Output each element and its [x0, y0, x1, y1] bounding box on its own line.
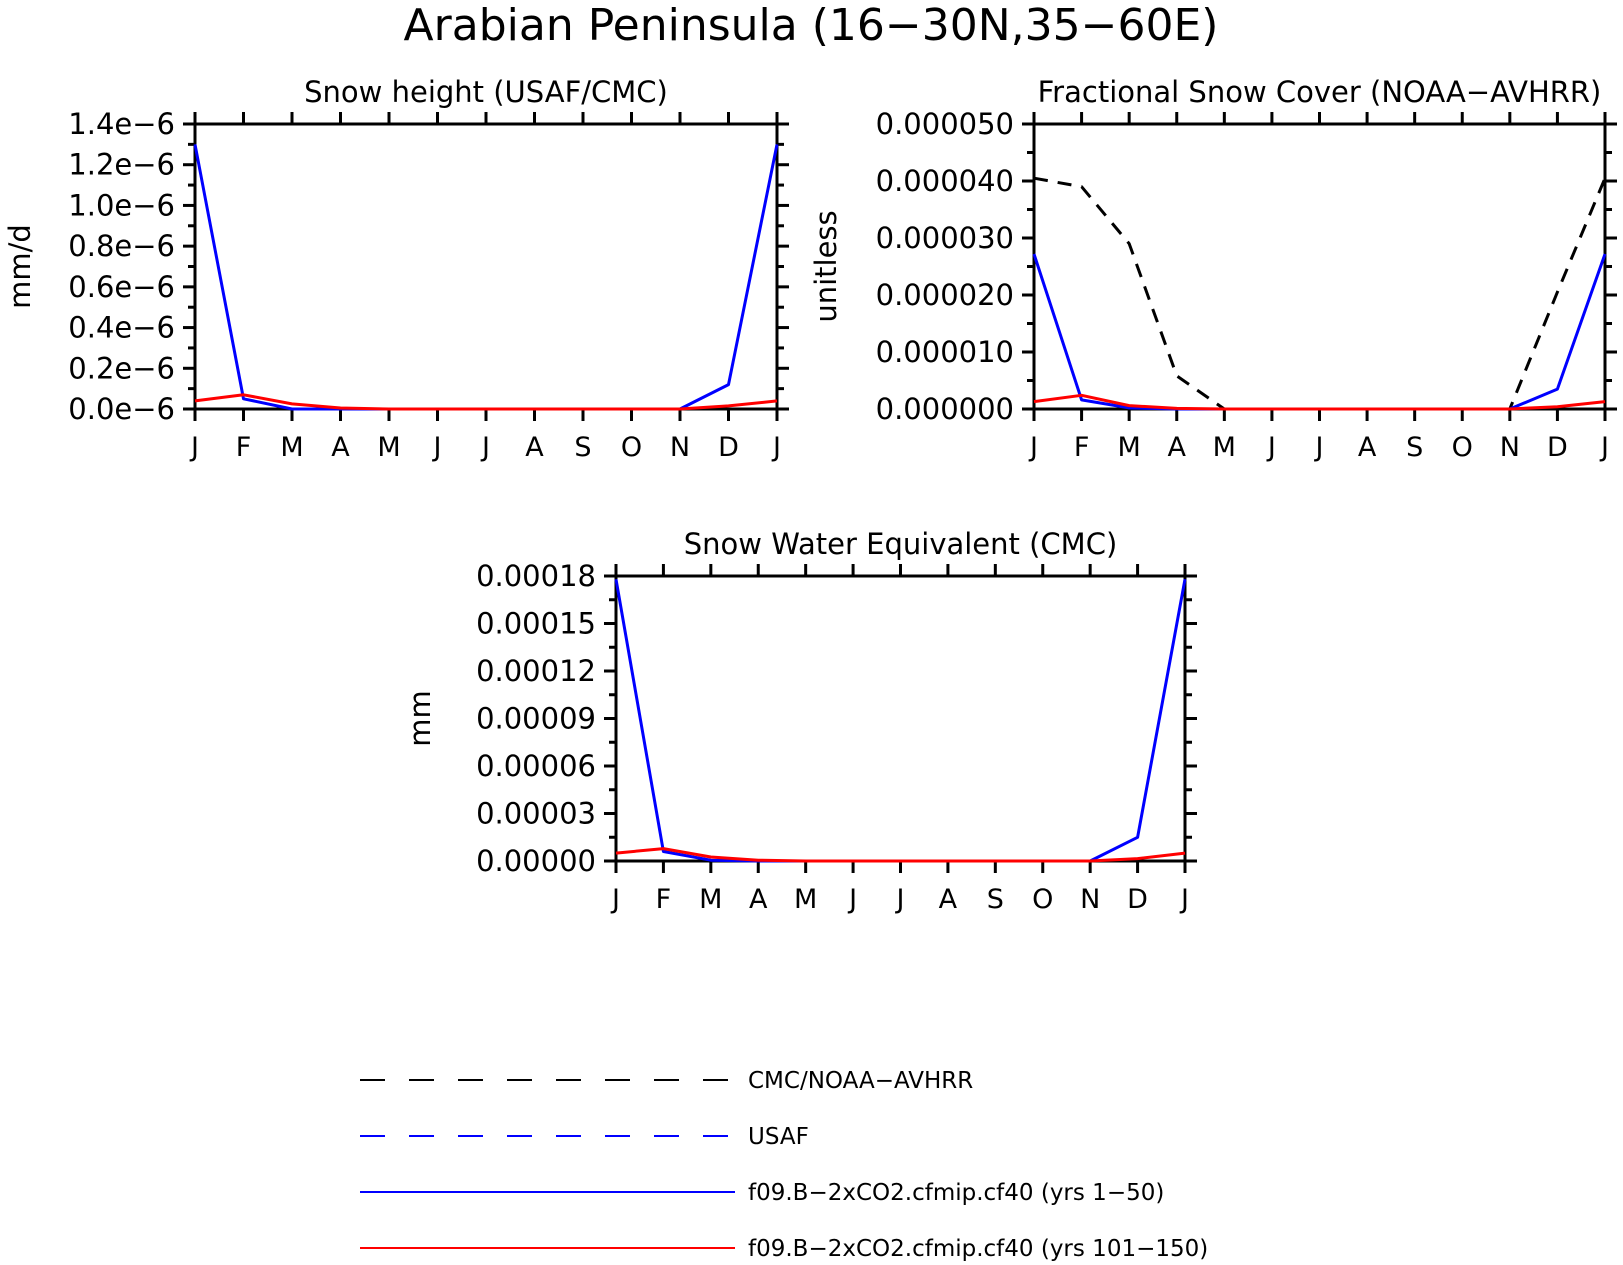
legend-item: f09.B−2xCO2.cfmip.cf40 (yrs 101−150)	[360, 1236, 1208, 1262]
x-tick-label: J	[895, 884, 905, 915]
x-tick-label: F	[236, 432, 252, 463]
x-tick-label: M	[699, 884, 722, 915]
y-tick-label: 0.8e−6	[68, 229, 175, 263]
x-tick-label: D	[1547, 432, 1568, 463]
y-tick-label: 0.00003	[476, 797, 596, 831]
x-tick-label: D	[718, 432, 739, 463]
x-tick-label: S	[1406, 432, 1423, 463]
x-tick-label: O	[1032, 884, 1053, 915]
plot-frame	[193, 122, 779, 411]
legend-label: CMC/NOAA−AVHRR	[748, 1068, 973, 1094]
y-tick-label: 0.0e−6	[68, 392, 175, 426]
y-axis-title: unitless	[809, 210, 843, 322]
y-tick-label: 1.0e−6	[68, 188, 175, 222]
plot-frame	[1032, 122, 1607, 411]
x-tick-label: M	[1213, 432, 1236, 463]
y-tick-label: 0.000050	[876, 107, 1014, 141]
x-tick-label: O	[621, 432, 642, 463]
panel-1: Snow height (USAF/CMC)J F M A M J J A S O N D J0.0e−…	[3, 75, 789, 463]
x-tick-label: M	[377, 432, 400, 463]
legend-item: CMC/NOAA−AVHRR	[360, 1068, 973, 1094]
series-line-2	[615, 847, 1186, 863]
x-tick-label: J	[771, 432, 781, 463]
x-tick-label: S	[987, 884, 1004, 915]
x-tick-label: J	[610, 884, 620, 915]
x-tick-label: J	[189, 432, 199, 463]
series-line-2	[194, 393, 778, 411]
panel-title: Fractional Snow Cover (NOAA−AVHRR)	[1038, 75, 1602, 109]
y-tick-label: 0.00006	[476, 749, 596, 783]
y-tick-label: 0.00009	[476, 702, 596, 736]
y-tick-label: 0.2e−6	[68, 351, 175, 385]
series-line-1	[614, 578, 1187, 863]
y-tick-label: 0.000000	[876, 392, 1014, 426]
x-tick-label: S	[574, 432, 591, 463]
x-tick-label: N	[670, 432, 690, 463]
legend: CMC/NOAA−AVHRR USAF f09.B−2xCO2.cfmip.cf40…	[360, 1068, 1208, 1262]
panel-title: Snow height (USAF/CMC)	[304, 75, 668, 109]
x-tick-label: N	[1080, 884, 1100, 915]
y-tick-label: 0.00015	[476, 607, 596, 641]
x-tick-label: D	[1127, 884, 1148, 915]
y-tick-label: 0.00012	[476, 654, 596, 688]
x-tick-label: J	[1266, 432, 1276, 463]
legend-label: f09.B−2xCO2.cfmip.cf40 (yrs 1−50)	[748, 1180, 1164, 1206]
y-tick-label: 0.00018	[476, 559, 596, 593]
x-tick-label: J	[847, 884, 857, 915]
x-tick-label: O	[1452, 432, 1473, 463]
x-tick-label: A	[1358, 432, 1377, 463]
y-tick-label: 0.4e−6	[68, 311, 175, 345]
y-tick-label: 0.00000	[476, 844, 596, 878]
x-tick-label: A	[939, 884, 958, 915]
x-tick-label: M	[1118, 432, 1141, 463]
x-tick-label: J	[1028, 432, 1038, 463]
y-tick-label: 1.2e−6	[68, 148, 175, 182]
y-tick-label: 1.4e−6	[68, 107, 175, 141]
plot-frame	[614, 574, 1187, 863]
x-tick-label: A	[749, 884, 768, 915]
series-line-3	[1033, 393, 1606, 411]
series-line-1	[193, 144, 779, 411]
legend-item: f09.B−2xCO2.cfmip.cf40 (yrs 1−50)	[360, 1180, 1164, 1206]
x-tick-label: A	[1168, 432, 1187, 463]
y-axis-title: mm	[403, 690, 437, 747]
x-tick-label: J	[432, 432, 442, 463]
x-tick-label: J	[1314, 432, 1324, 463]
panel-2: Fractional Snow Cover (NOAA−AVHRR)J F M A M J…	[809, 75, 1617, 463]
y-tick-label: 0.000040	[876, 164, 1014, 198]
panel-3: Snow Water Equivalent (CMC)J F M A M J J A S O N D J…	[403, 527, 1197, 915]
x-tick-label: M	[280, 432, 303, 463]
x-tick-label: N	[1500, 432, 1520, 463]
x-tick-label: A	[525, 432, 544, 463]
y-tick-label: 0.000020	[876, 278, 1014, 312]
x-tick-label: F	[1074, 432, 1090, 463]
x-tick-label: A	[331, 432, 350, 463]
legend-label: USAF	[748, 1124, 809, 1150]
x-tick-label: J	[1599, 432, 1609, 463]
x-tick-label: M	[794, 884, 817, 915]
legend-label: f09.B−2xCO2.cfmip.cf40 (yrs 101−150)	[748, 1236, 1208, 1262]
y-tick-label: 0.000010	[876, 335, 1014, 369]
series-line-1	[1033, 176, 1607, 411]
y-tick-label: 0.000030	[876, 221, 1014, 255]
x-tick-label: F	[656, 884, 672, 915]
y-tick-label: 0.6e−6	[68, 270, 175, 304]
panels: Snow height (USAF/CMC)J F M A M J J A S O N D J0.0e−…	[3, 75, 1617, 915]
panel-title: Snow Water Equivalent (CMC)	[684, 527, 1118, 561]
x-tick-label: J	[480, 432, 490, 463]
legend-item: USAF	[360, 1124, 809, 1150]
x-tick-label: J	[1179, 884, 1189, 915]
y-axis-title: mm/d	[3, 224, 37, 309]
figure-title: Arabian Peninsula (16−30N,35−60E)	[404, 0, 1219, 51]
